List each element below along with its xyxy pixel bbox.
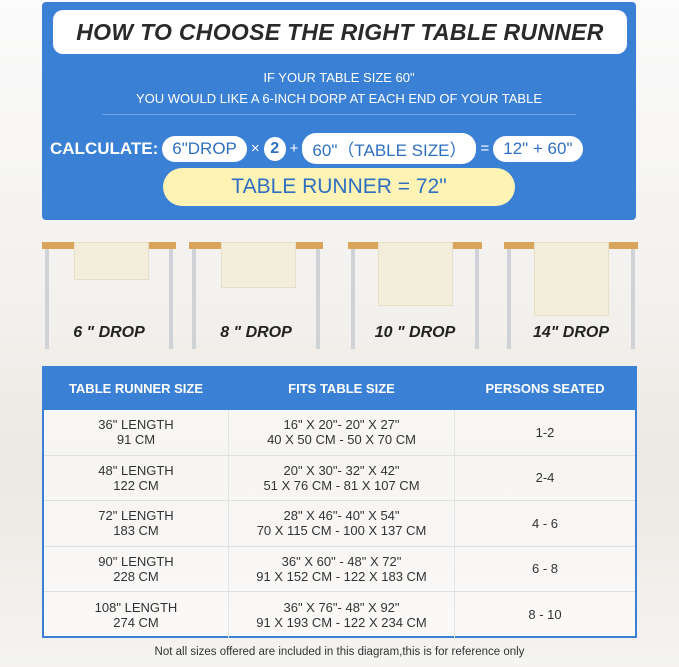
fit-cm: 91 X 152 CM - 122 X 183 CM: [256, 568, 427, 584]
length-inches: 48" LENGTH: [98, 462, 174, 478]
runner-size-cell: 90" LENGTH 228 CM: [44, 554, 228, 584]
length-inches: 108" LENGTH: [94, 599, 178, 615]
runner-size-cell: 36" LENGTH 91 CM: [44, 417, 228, 447]
fits-table-cell: 36" X 60" - 48" X 72" 91 X 152 CM - 122 X…: [228, 546, 455, 591]
drop-illustration-8: 8 " DROP: [189, 242, 323, 352]
calculation-row: CALCULATE: 6"DROP × 2 + 60"（TABLE SIZE） …: [50, 133, 583, 164]
intro-line-2: YOU WOULD LIKE A 6-INCH DORP AT EACH END…: [136, 91, 542, 106]
fits-table-cell: 36" X 76"- 48" X 92" 91 X 193 CM - 122 X …: [228, 592, 455, 638]
final-result: TABLE RUNNER = 72": [163, 168, 515, 206]
fit-inches: 36" X 60" - 48" X 72": [281, 553, 402, 569]
fits-table-cell: 28" X 46"- 40" X 54" 70 X 115 CM - 100 X …: [228, 501, 455, 546]
persons-cell: 2-4: [535, 470, 555, 486]
length-inches: 90" LENGTH: [98, 553, 174, 569]
persons-cell: 1-2: [535, 424, 555, 440]
table-header: TABLE RUNNER SIZE FITS TABLE SIZE PERSON…: [44, 366, 635, 410]
size-table: TABLE RUNNER SIZE FITS TABLE SIZE PERSON…: [42, 366, 637, 638]
drop-illustration-10: 10 " DROP: [348, 242, 482, 352]
table-row: 90" LENGTH 228 CM 36" X 60" - 48" X 72" 91…: [44, 546, 635, 592]
header-persons: PERSONS SEATED: [485, 380, 605, 396]
times-sign: ×: [250, 140, 260, 157]
page-title: HOW TO CHOOSE THE RIGHT TABLE RUNNER: [53, 10, 627, 54]
calc-label: CALCULATE:: [50, 138, 159, 158]
fits-table-cell: 20" X 30"- 32" X 42" 51 X 76 CM - 81 X 10…: [228, 455, 455, 500]
drop-label: 10 " DROP: [374, 324, 456, 341]
result-pill: 12" + 60": [493, 135, 583, 162]
table-size-pill: 60"（TABLE SIZE）: [302, 133, 477, 164]
divider: [102, 114, 576, 115]
persons-cell: 4 - 6: [531, 515, 558, 531]
calculation-panel: HOW TO CHOOSE THE RIGHT TABLE RUNNER IF …: [42, 2, 636, 220]
table-row: 108" LENGTH 274 CM 36" X 76"- 48" X 92" 91…: [44, 592, 635, 638]
fit-cm: 51 X 76 CM - 81 X 107 CM: [263, 477, 420, 493]
persons-cell: 8 - 10: [528, 607, 562, 623]
drop-illustration-14: 14" DROP: [504, 242, 638, 352]
fit-cm: 40 X 50 CM - 50 X 70 CM: [267, 432, 416, 448]
intro-line-1: IF YOUR TABLE SIZE 60": [263, 70, 415, 85]
drop-label: 14" DROP: [532, 324, 610, 341]
runner-size-cell: 48" LENGTH 122 CM: [44, 463, 228, 493]
fit-cm: 91 X 193 CM - 122 X 234 CM: [256, 614, 427, 630]
fit-inches: 16" X 20"- 20" X 27": [283, 417, 400, 433]
length-cm: 122 CM: [113, 477, 159, 493]
runner-size-cell: 108" LENGTH 274 CM: [44, 600, 228, 630]
equals-sign: =: [480, 140, 490, 157]
drop-label: 8 " DROP: [220, 324, 292, 341]
table-row: 72" LENGTH 183 CM 28" X 46"- 40" X 54" 70 …: [44, 501, 635, 547]
fit-inches: 28" X 46"- 40" X 54": [283, 508, 400, 524]
plus-sign: +: [289, 140, 299, 157]
drop-illustration-6: 6 " DROP: [42, 242, 176, 352]
fit-inches: 20" X 30"- 32" X 42": [283, 462, 400, 478]
length-cm: 274 CM: [113, 614, 159, 630]
table-row: 48" LENGTH 122 CM 20" X 30"- 32" X 42" 51 …: [44, 455, 635, 501]
drop-pill: 6"DROP: [162, 135, 247, 162]
header-fits-table: FITS TABLE SIZE: [288, 380, 395, 396]
header-runner-size: TABLE RUNNER SIZE: [68, 380, 204, 396]
fit-inches: 36" X 76"- 48" X 92": [283, 599, 400, 615]
length-cm: 91 CM: [116, 432, 156, 448]
drop-label: 6 " DROP: [73, 324, 145, 341]
length-cm: 183 CM: [113, 523, 159, 539]
length-cm: 228 CM: [113, 568, 159, 584]
persons-cell: 6 - 8: [531, 561, 558, 577]
length-inches: 36" LENGTH: [98, 417, 174, 433]
table-row: 36" LENGTH 91 CM 16" X 20"- 20" X 27" 40 X…: [44, 410, 635, 456]
length-inches: 72" LENGTH: [98, 508, 174, 524]
two-circle: 2: [263, 136, 286, 161]
fit-cm: 70 X 115 CM - 100 X 137 CM: [256, 523, 427, 539]
fits-table-cell: 16" X 20"- 20" X 27" 40 X 50 CM - 50 X 70…: [228, 410, 455, 455]
footnote: Not all sizes offered are included in th…: [154, 646, 525, 658]
runner-size-cell: 72" LENGTH 183 CM: [44, 508, 228, 538]
